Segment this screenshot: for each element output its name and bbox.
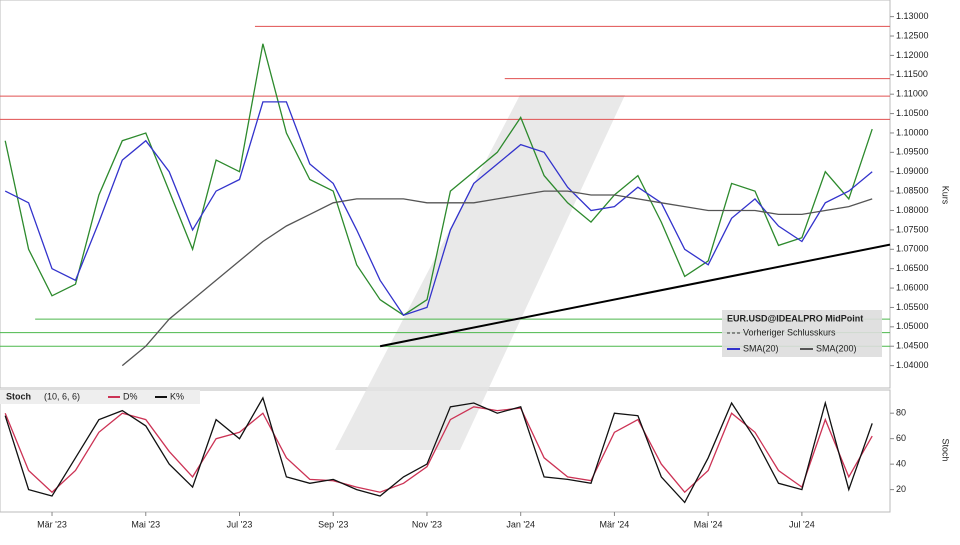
x-tick-label: Nov '23 [412,519,442,529]
x-tick-label: Mär '24 [600,519,630,529]
y-tick-label: 1.10500 [896,108,929,118]
y-tick-label: 1.10000 [896,127,929,137]
series-line [4,396,873,504]
legend-title: EUR.USD@IDEALPRO MidPoint [727,313,863,323]
y-tick-label: 80 [896,408,906,418]
y-tick-label: 1.07500 [896,224,929,234]
stoch-params: (10, 6, 6) [44,391,80,401]
y-tick-label: 1.04000 [896,360,929,370]
y-tick-label: 1.08500 [896,185,929,195]
y-tick-label: 1.04500 [896,341,929,351]
y-tick-label: 1.06500 [896,263,929,273]
legend-label: Vorheriger Schlusskurs [743,327,836,337]
y-axis-label: Kurs [941,186,951,205]
x-tick-label: Jul '24 [789,519,815,529]
series-line [4,101,873,316]
y-tick-label: 1.09000 [896,166,929,176]
y-tick-label: 1.13000 [896,11,929,21]
series-line [4,43,873,316]
x-tick-label: Sep '23 [318,519,348,529]
y-tick-label: 20 [896,484,906,494]
y-tick-label: 1.05000 [896,321,929,331]
stoch-title: Stoch [6,391,31,401]
series-line [4,406,873,494]
y-tick-label: 1.07000 [896,244,929,254]
x-tick-label: Mär '23 [37,519,67,529]
y-tick-label: 1.12000 [896,50,929,60]
y-axis-label: Stoch [941,438,951,461]
series-line [121,190,873,367]
y-tick-label: 40 [896,459,906,469]
x-tick-label: Mai '24 [694,519,723,529]
y-tick-label: 1.06000 [896,282,929,292]
watermark [335,95,625,450]
y-tick-label: 1.08000 [896,205,929,215]
legend-label: SMA(200) [816,343,857,353]
y-tick-label: 1.09500 [896,147,929,157]
legend-label: K% [170,391,184,401]
x-tick-label: Jan '24 [506,519,535,529]
y-tick-label: 1.11500 [896,69,928,79]
y-tick-label: 1.12500 [896,30,929,40]
y-tick-label: 1.11000 [896,89,928,99]
trend-line [379,243,891,348]
y-tick-label: 1.05500 [896,302,929,312]
stoch-header [0,390,200,404]
legend-label: SMA(20) [743,343,779,353]
legend-label: D% [123,391,138,401]
x-tick-label: Mai '23 [131,519,160,529]
x-tick-label: Jul '23 [227,519,253,529]
y-tick-label: 60 [896,433,906,443]
